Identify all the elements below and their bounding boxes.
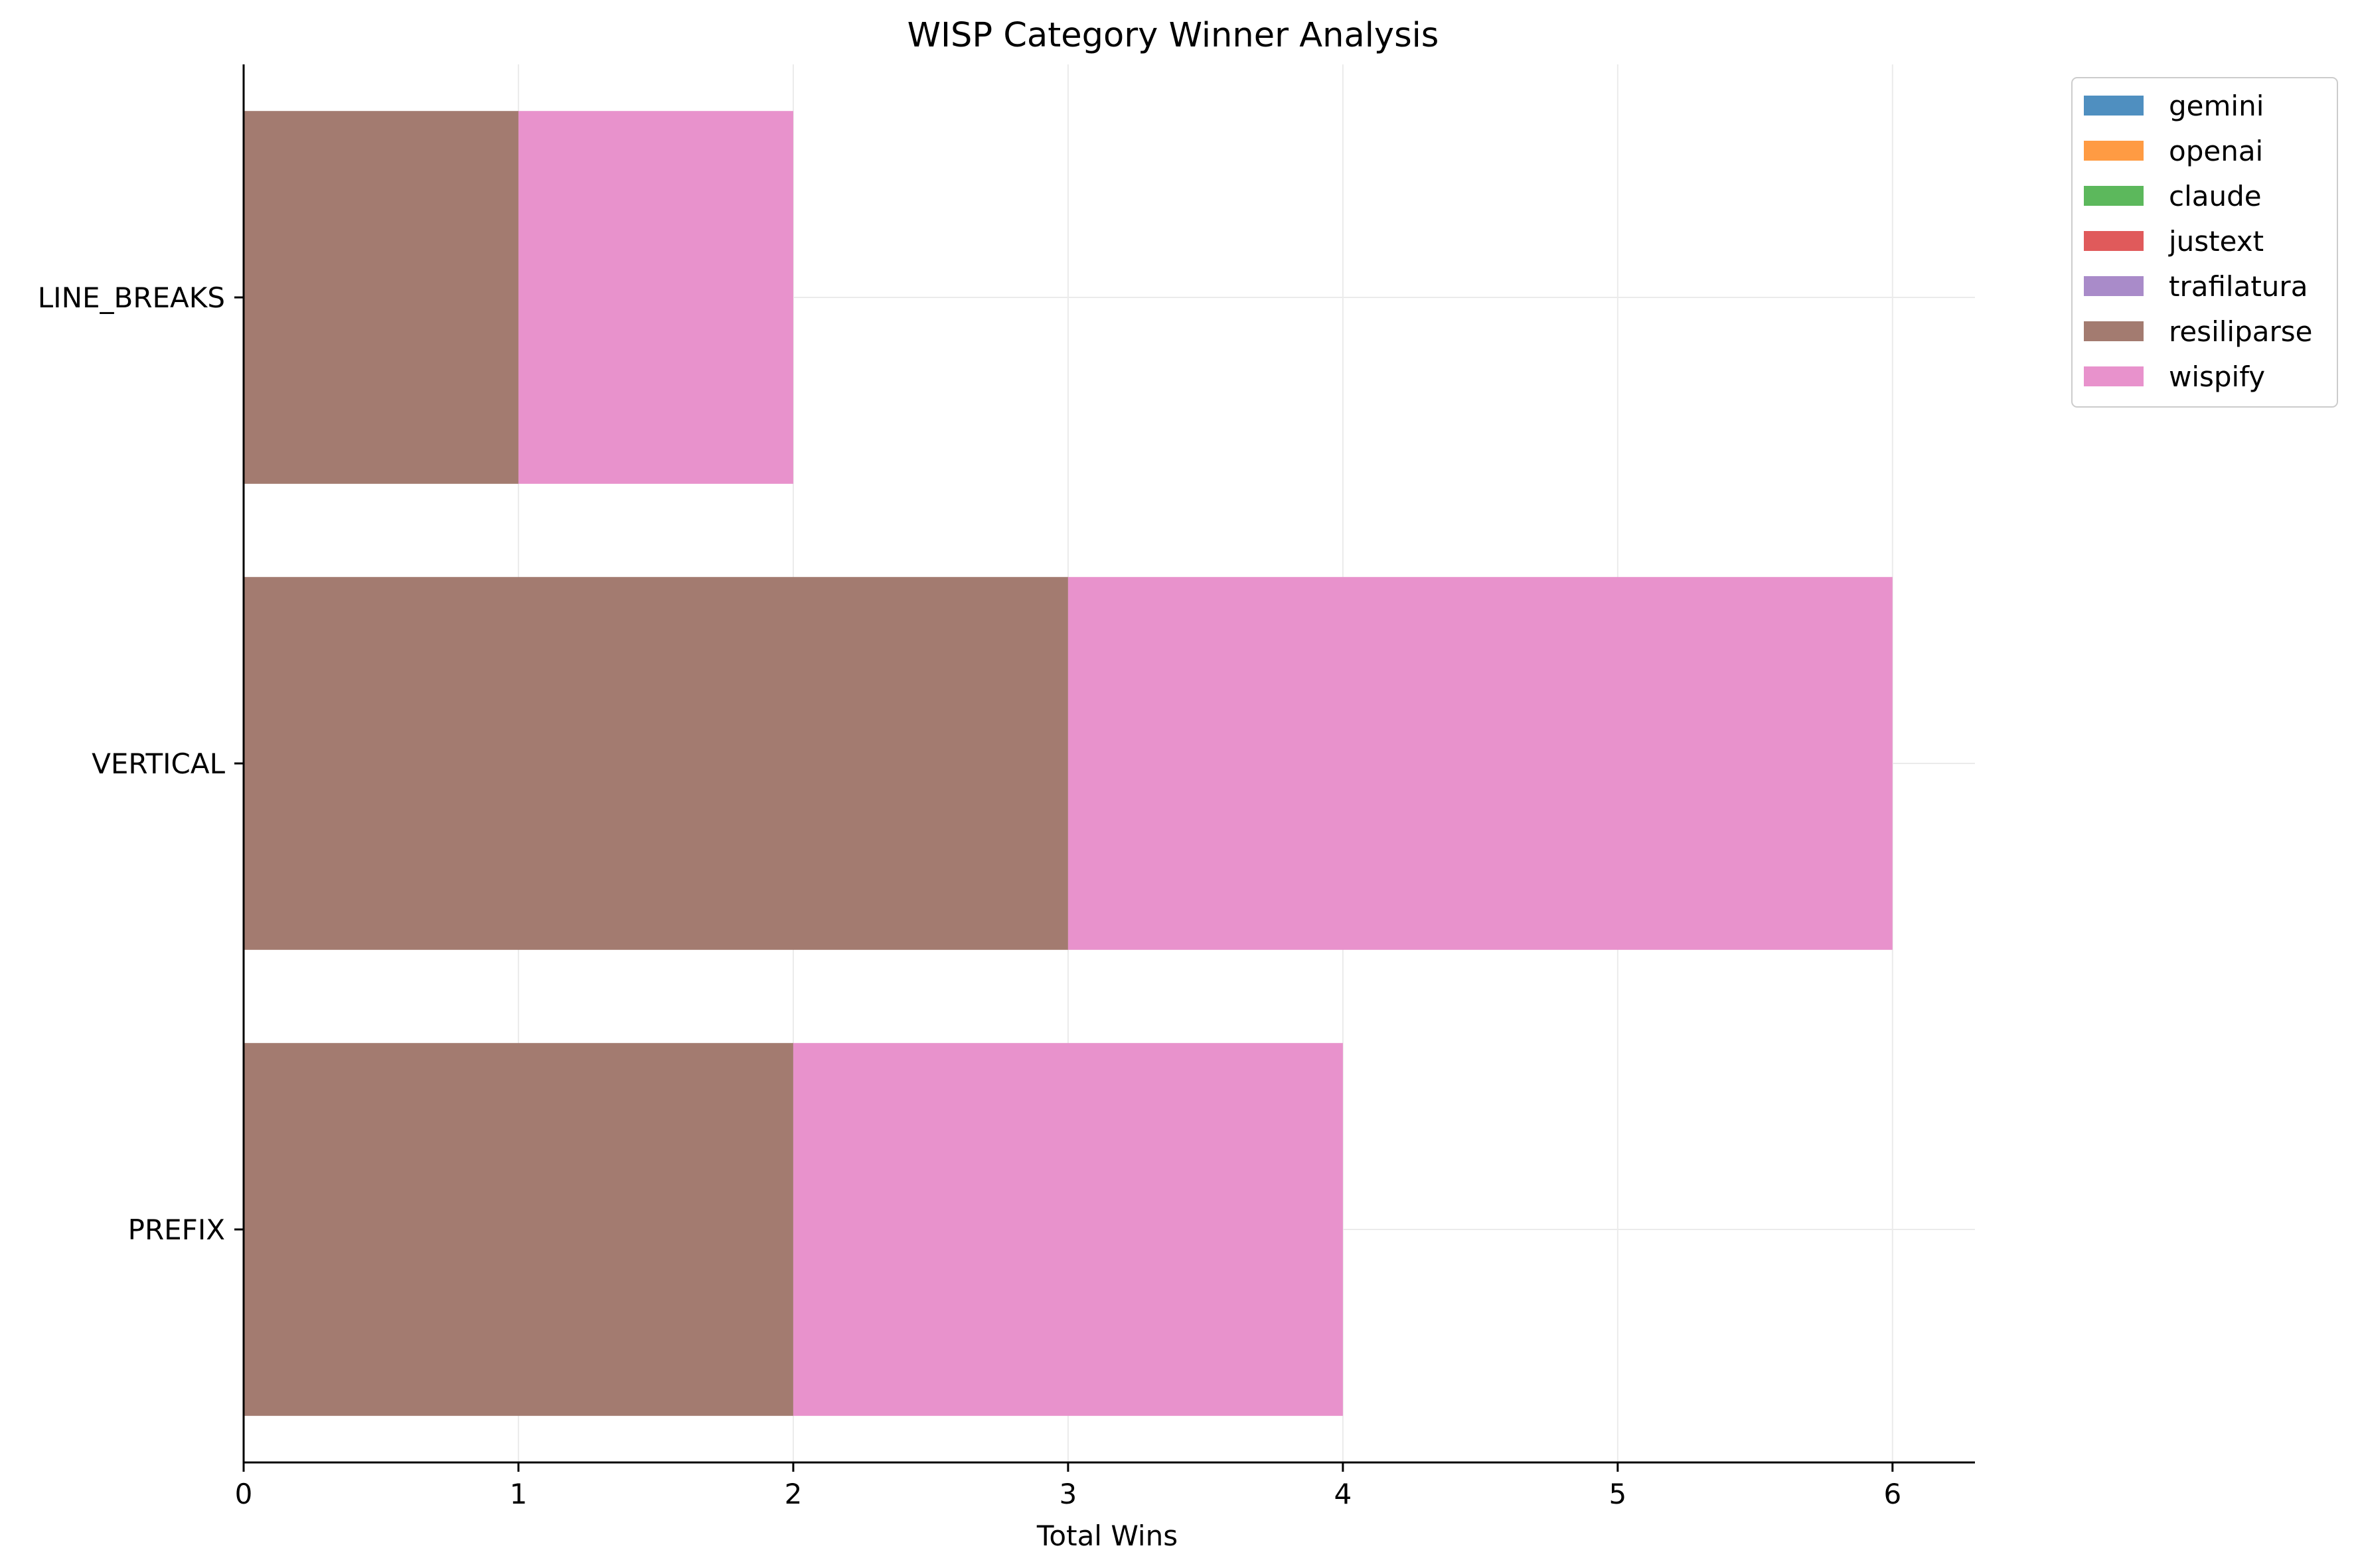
legend: gemini openai claude justext trafilatura resi… — [2071, 77, 2338, 408]
legend-swatch-justext — [2084, 231, 2144, 251]
x-axis-label: Total Wins — [1036, 1520, 1178, 1552]
bar-wispify-vertical — [1067, 577, 1893, 950]
legend-swatch-claude — [2084, 186, 2144, 206]
legend-swatch-resiliparse — [2084, 321, 2144, 341]
x-tick-label: 5 — [1609, 1478, 1626, 1510]
bars — [244, 111, 1893, 1416]
bar-wispify-prefix — [793, 1043, 1343, 1416]
y-tick-label: VERTICAL — [92, 747, 225, 780]
legend-label-justext: justext — [2168, 225, 2264, 258]
legend-label-claude: claude — [2169, 180, 2262, 212]
chart-title: WISP Category Winner Analysis — [907, 16, 1439, 55]
legend-swatch-openai — [2084, 141, 2144, 161]
x-tick-label: 6 — [1883, 1478, 1901, 1510]
legend-label-gemini: gemini — [2169, 90, 2264, 122]
legend-label-openai: openai — [2169, 135, 2263, 167]
bar-resiliparse-vertical — [244, 577, 1068, 950]
legend-swatch-trafilatura — [2084, 276, 2144, 296]
y-tick-label: PREFIX — [128, 1214, 225, 1246]
x-tick-label: 0 — [235, 1478, 253, 1510]
legend-label-trafilatura: trafilatura — [2169, 270, 2308, 303]
legend-label-resiliparse: resiliparse — [2169, 315, 2312, 348]
x-tick-label: 2 — [785, 1478, 803, 1510]
x-tick-label: 1 — [510, 1478, 528, 1510]
legend-swatch-gemini — [2084, 96, 2144, 116]
axes: 0 1 2 3 4 5 6 PREFIX VERTICAL LINE_BREAKS — [38, 64, 1975, 1510]
bar-wispify-line-breaks — [518, 111, 793, 484]
bar-resiliparse-line-breaks — [244, 111, 518, 484]
legend-swatch-wispify — [2084, 366, 2144, 386]
legend-label-wispify: wispify — [2169, 360, 2265, 393]
x-tick-label: 3 — [1060, 1478, 1077, 1510]
bar-resiliparse-prefix — [244, 1043, 793, 1416]
x-tick-label: 4 — [1334, 1478, 1352, 1510]
y-tick-label: LINE_BREAKS — [38, 281, 225, 314]
